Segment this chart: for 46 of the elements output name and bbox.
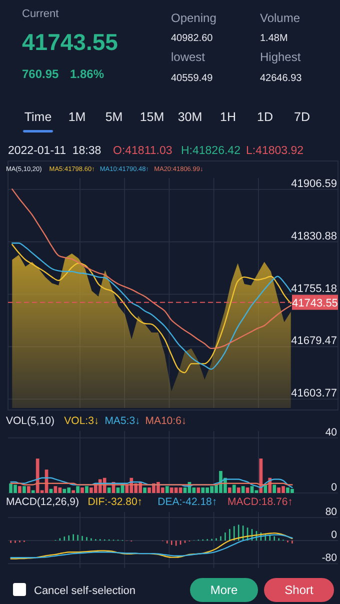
y-tick-label: 80 [325, 506, 338, 518]
text: Opening [171, 11, 216, 25]
text: 1.48M [260, 33, 288, 44]
short-button: Short [264, 578, 334, 602]
y-tick-label: 41679.47 [291, 335, 337, 348]
text: Time [24, 110, 52, 124]
text: DEA:-42.18↑ [158, 496, 218, 508]
more-button: More [190, 578, 258, 602]
text: 7D [294, 110, 310, 124]
text: 1H [220, 110, 236, 124]
text: Cancel self-selection [34, 585, 136, 597]
text: 5M [105, 110, 123, 124]
y-tick-label: 41906.59 [291, 178, 337, 190]
text: 15M [140, 110, 164, 124]
y-tick-label: 41755.18 [291, 282, 337, 295]
y-tick-label: 41830.88 [291, 230, 337, 242]
text: 40982.60 [171, 33, 214, 44]
y-tick-label: 0 [331, 482, 338, 494]
y-tick-label: 40 [325, 426, 338, 438]
text: 2022-01-11 18:38 [8, 145, 102, 157]
y-tick-label: 0 [331, 529, 338, 542]
text: DIF:-32.80↑ [88, 496, 143, 508]
legend-title: VOL(5,10) [6, 415, 54, 427]
y-tick-label: -80 [322, 552, 338, 564]
text: O:41811.03 [113, 145, 172, 157]
text: Highest [260, 50, 302, 64]
y-tick-label: 41603.77 [291, 388, 337, 400]
text: 1M [68, 110, 86, 124]
text: 760.95 [22, 67, 60, 81]
text: MA5:3↓ [104, 415, 140, 427]
text: lowest [171, 50, 206, 64]
text: Volume [260, 11, 300, 25]
text: 42646.93 [260, 73, 302, 84]
text: 1D [257, 110, 273, 124]
text: 30M [178, 110, 202, 124]
text: 40559.49 [171, 73, 214, 84]
text: Current [22, 8, 59, 20]
series-label: MACD:18.76↑ [228, 496, 293, 508]
text: L:41803.92 [246, 145, 304, 157]
text: 41743.55 [22, 29, 118, 55]
text: MA10:6↓ [145, 415, 187, 427]
legend-title: MACD(12,26,9) [6, 496, 79, 508]
text: 1.86% [70, 67, 104, 81]
text: H:41826.42 [181, 145, 240, 157]
ref-line-label: 41743.55 [292, 297, 338, 310]
text: VOL:3↓ [64, 415, 100, 427]
